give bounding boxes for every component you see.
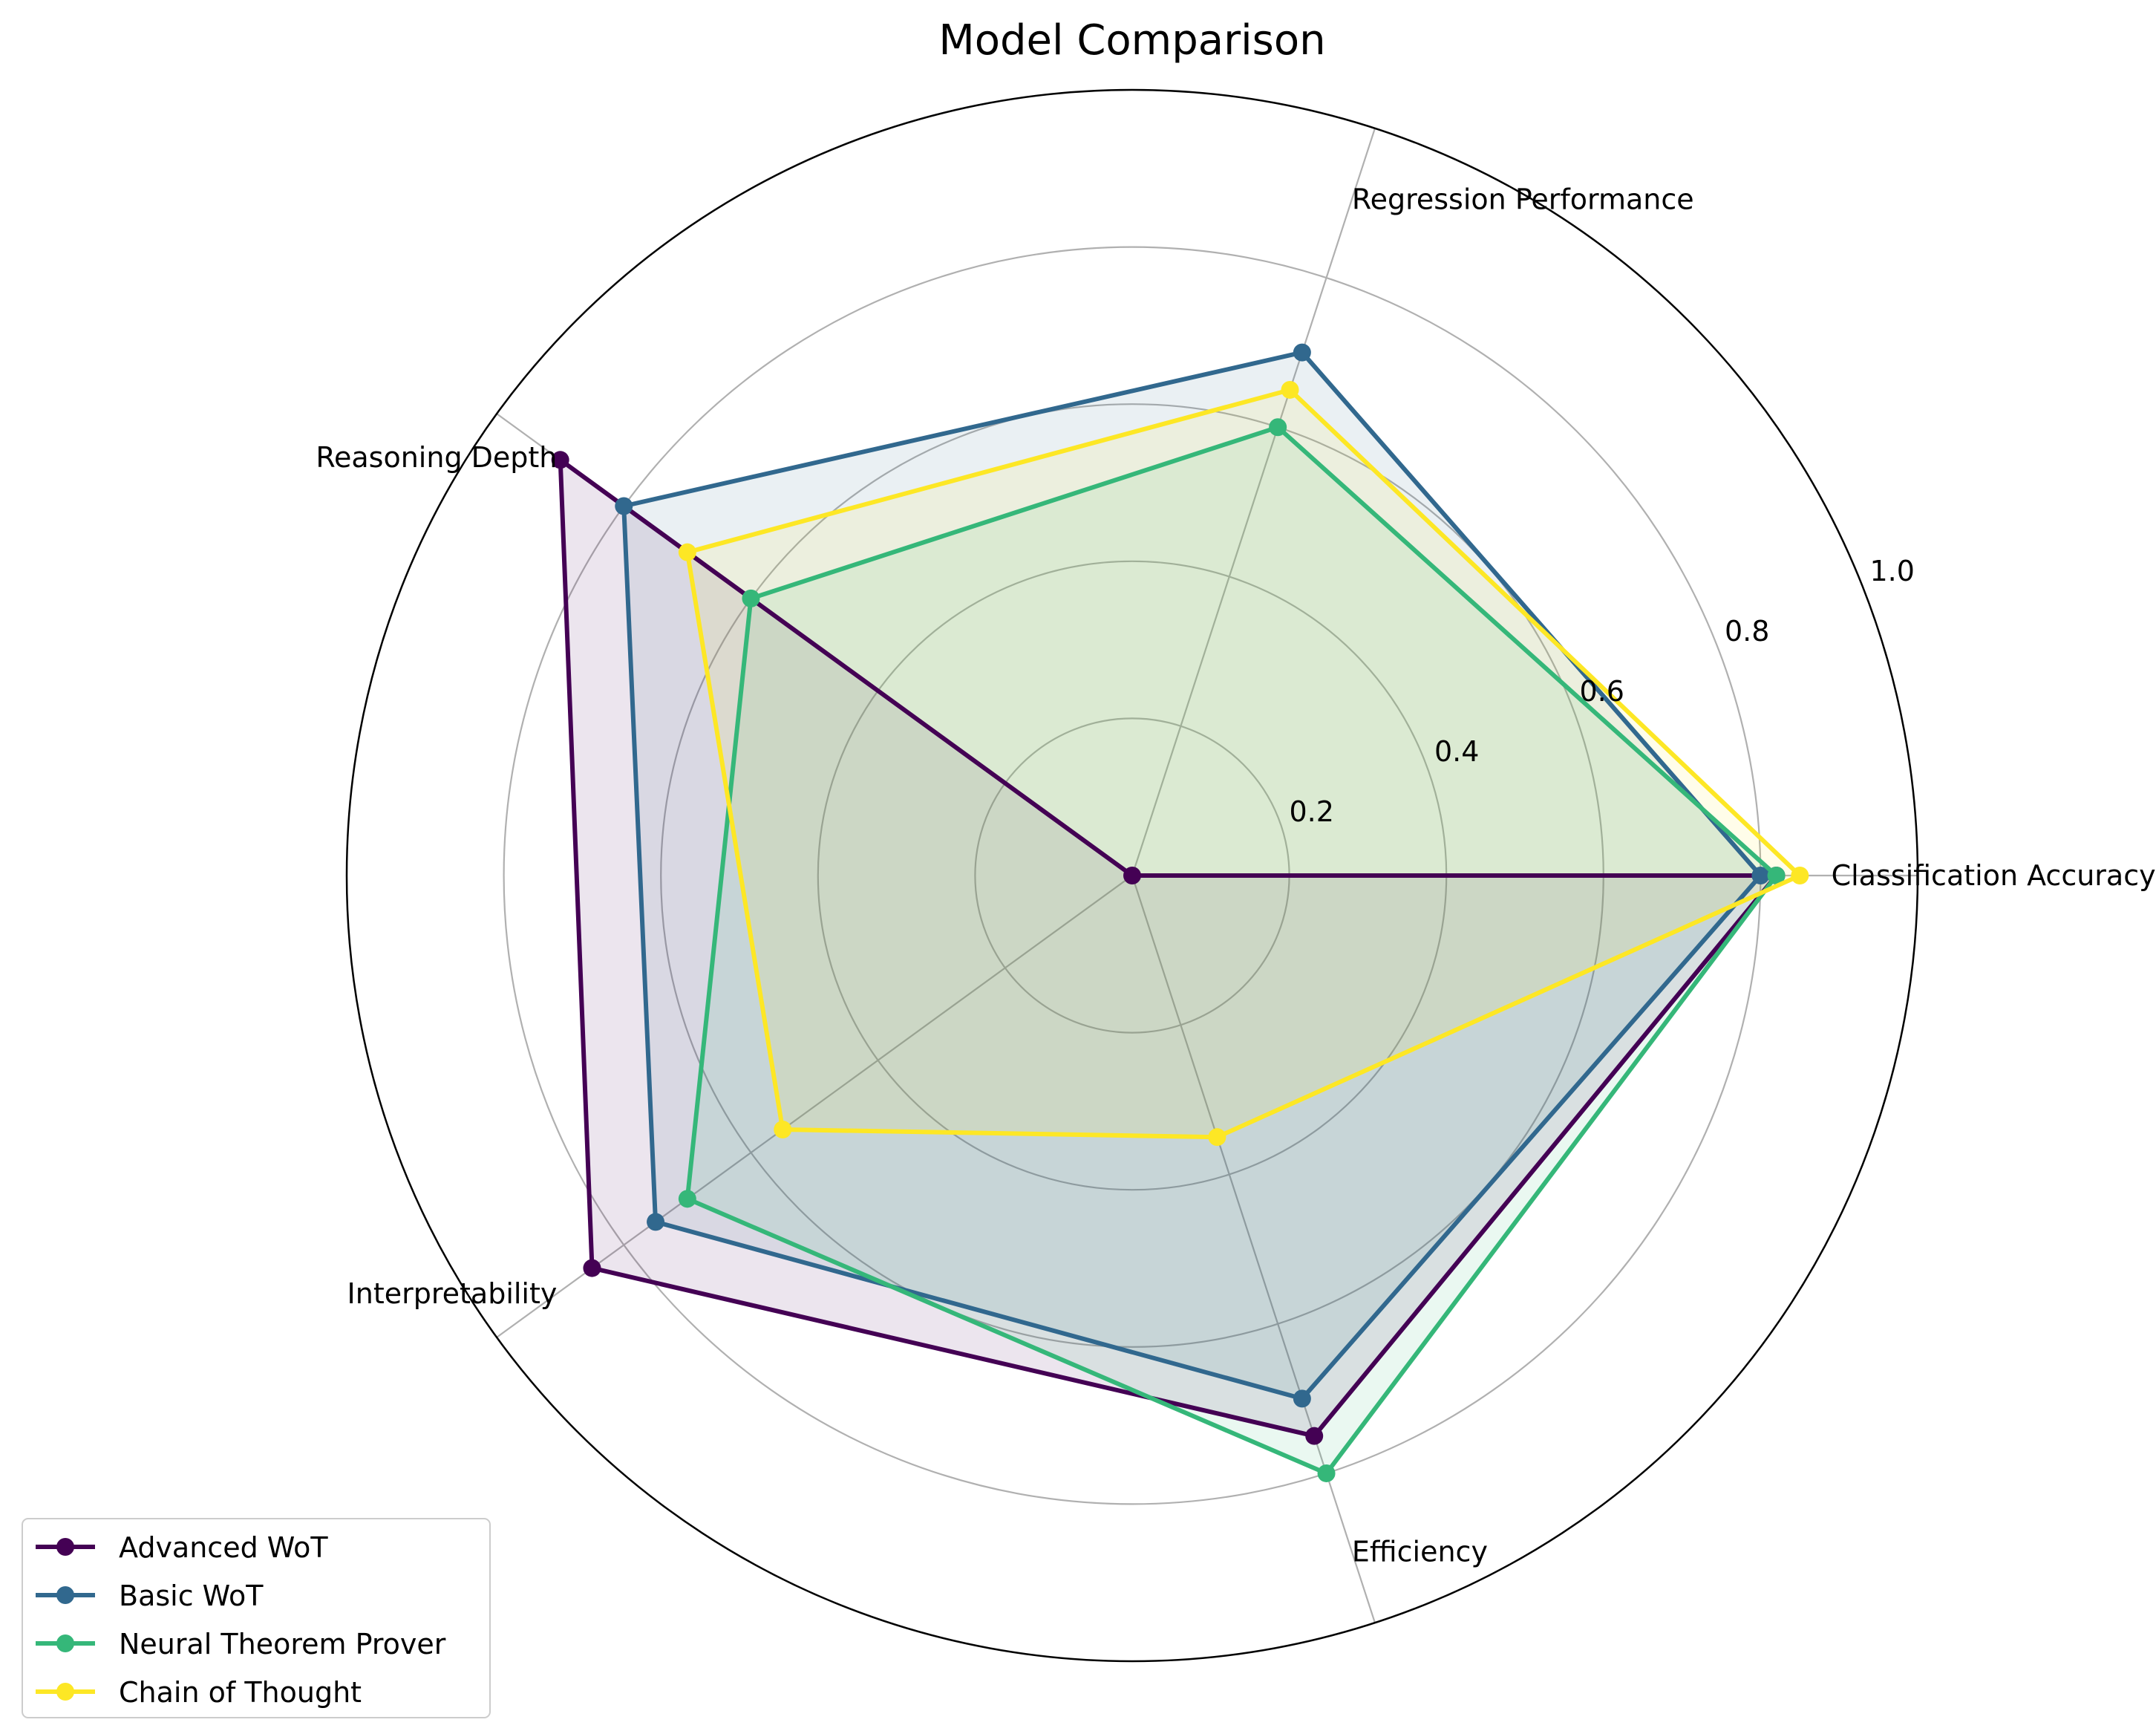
data-point-chain-of-thought-interpretability: [774, 1121, 792, 1139]
data-point-chain-of-thought-classification-accuracy: [1791, 867, 1809, 884]
legend-marker-chain-of-thought: [56, 1683, 74, 1701]
data-point-neural-theorem-prover-interpretability: [678, 1190, 696, 1208]
legend-marker-neural-theorem-prover: [56, 1634, 74, 1652]
data-point-advanced-wot-interpretability: [583, 1259, 601, 1277]
legend-marker-advanced-wot: [56, 1538, 74, 1556]
radial-tick-labels: 0.2 0.4 0.6 0.8 1.0: [1290, 555, 1915, 828]
axis-spoke-interpretability: [496, 875, 1133, 1338]
axis-label-efficiency: Efficiency: [1352, 1536, 1488, 1568]
series-line-advanced-wot: [558, 457, 1779, 1438]
legend-entry: Chain of Thought: [36, 1676, 362, 1709]
legend-frame: [22, 1518, 491, 1718]
data-point-basic-wot-classification-accuracy: [1751, 867, 1770, 884]
data-point-advanced-wot-reasoning-depth: [551, 451, 569, 469]
axis-spoke-regression-performance: [1131, 128, 1376, 876]
data-point-chain-of-thought-regression-performance: [1281, 380, 1299, 399]
data-point-neural-theorem-prover-reasoning-depth: [742, 589, 760, 607]
data-point-basic-wot-regression-performance: [1293, 343, 1311, 362]
data-point-neural-theorem-prover-classification-accuracy: [1767, 867, 1786, 884]
outer-frame: [345, 88, 1919, 1663]
legend-label-basic-wot: Basic WoT: [119, 1580, 264, 1612]
legend-label-chain-of-thought: Chain of Thought: [119, 1676, 362, 1709]
legend-label-advanced-wot: Advanced WoT: [119, 1531, 328, 1564]
data-point-chain-of-thought-efficiency: [1208, 1128, 1226, 1147]
legend-label-neural-theorem-prover: Neural Theorem Prover: [119, 1628, 446, 1660]
series-fill-advanced-wot: [560, 460, 1777, 1436]
data-point-neural-theorem-prover-regression-performance: [1269, 418, 1287, 437]
radial-tick-label: 0.6: [1580, 675, 1624, 708]
data-point-chain-of-thought-reasoning-depth: [678, 543, 696, 561]
series-lines: [551, 343, 1809, 1482]
radial-tick-label: 0.4: [1434, 735, 1479, 768]
data-point-basic-wot-efficiency: [1293, 1389, 1311, 1408]
series-line-chain-of-thought: [685, 388, 1803, 1140]
axis-label-interpretability: Interpretability: [347, 1277, 558, 1310]
series-line-neural-theorem-prover: [685, 425, 1779, 1476]
series-neural-theorem-prover: [678, 418, 1786, 1482]
series-basic-wot: [615, 343, 1770, 1408]
legend-entry: Advanced WoT: [36, 1531, 328, 1564]
axis-label-reasoning-depth: Reasoning Depth: [316, 441, 557, 474]
series-line-basic-wot: [621, 350, 1763, 1401]
series-fill-chain-of-thought: [687, 390, 1800, 1138]
axis-spoke-efficiency: [1131, 875, 1376, 1623]
legend: Advanced WoT Basic WoT Neural Theorem Pr…: [22, 1518, 491, 1718]
legend-entry: Basic WoT: [36, 1580, 264, 1612]
axis-label-classification-accuracy: Classification Accuracy: [1832, 859, 2156, 892]
data-point-basic-wot-interpretability: [647, 1213, 665, 1231]
chart-title: Model Comparison: [938, 16, 1325, 65]
radial-tick-label: 0.2: [1290, 795, 1334, 828]
data-point-basic-wot-reasoning-depth: [615, 497, 633, 515]
data-point-neural-theorem-prover-efficiency: [1317, 1464, 1336, 1482]
radial-tick-label: 1.0: [1870, 555, 1915, 587]
series-fill-neural-theorem-prover: [687, 427, 1777, 1473]
legend-marker-basic-wot: [56, 1586, 74, 1604]
series-chain-of-thought: [678, 380, 1809, 1147]
legend-entry: Neural Theorem Prover: [36, 1628, 446, 1660]
data-point-advanced-wot-regression-performance: [1123, 867, 1141, 884]
axis-labels: Classification Accuracy Regression Perfor…: [316, 183, 2155, 1568]
data-point-advanced-wot-efficiency: [1305, 1427, 1324, 1445]
radial-tick-label: 0.8: [1725, 615, 1769, 648]
axis-label-regression-performance: Regression Performance: [1352, 183, 1694, 215]
